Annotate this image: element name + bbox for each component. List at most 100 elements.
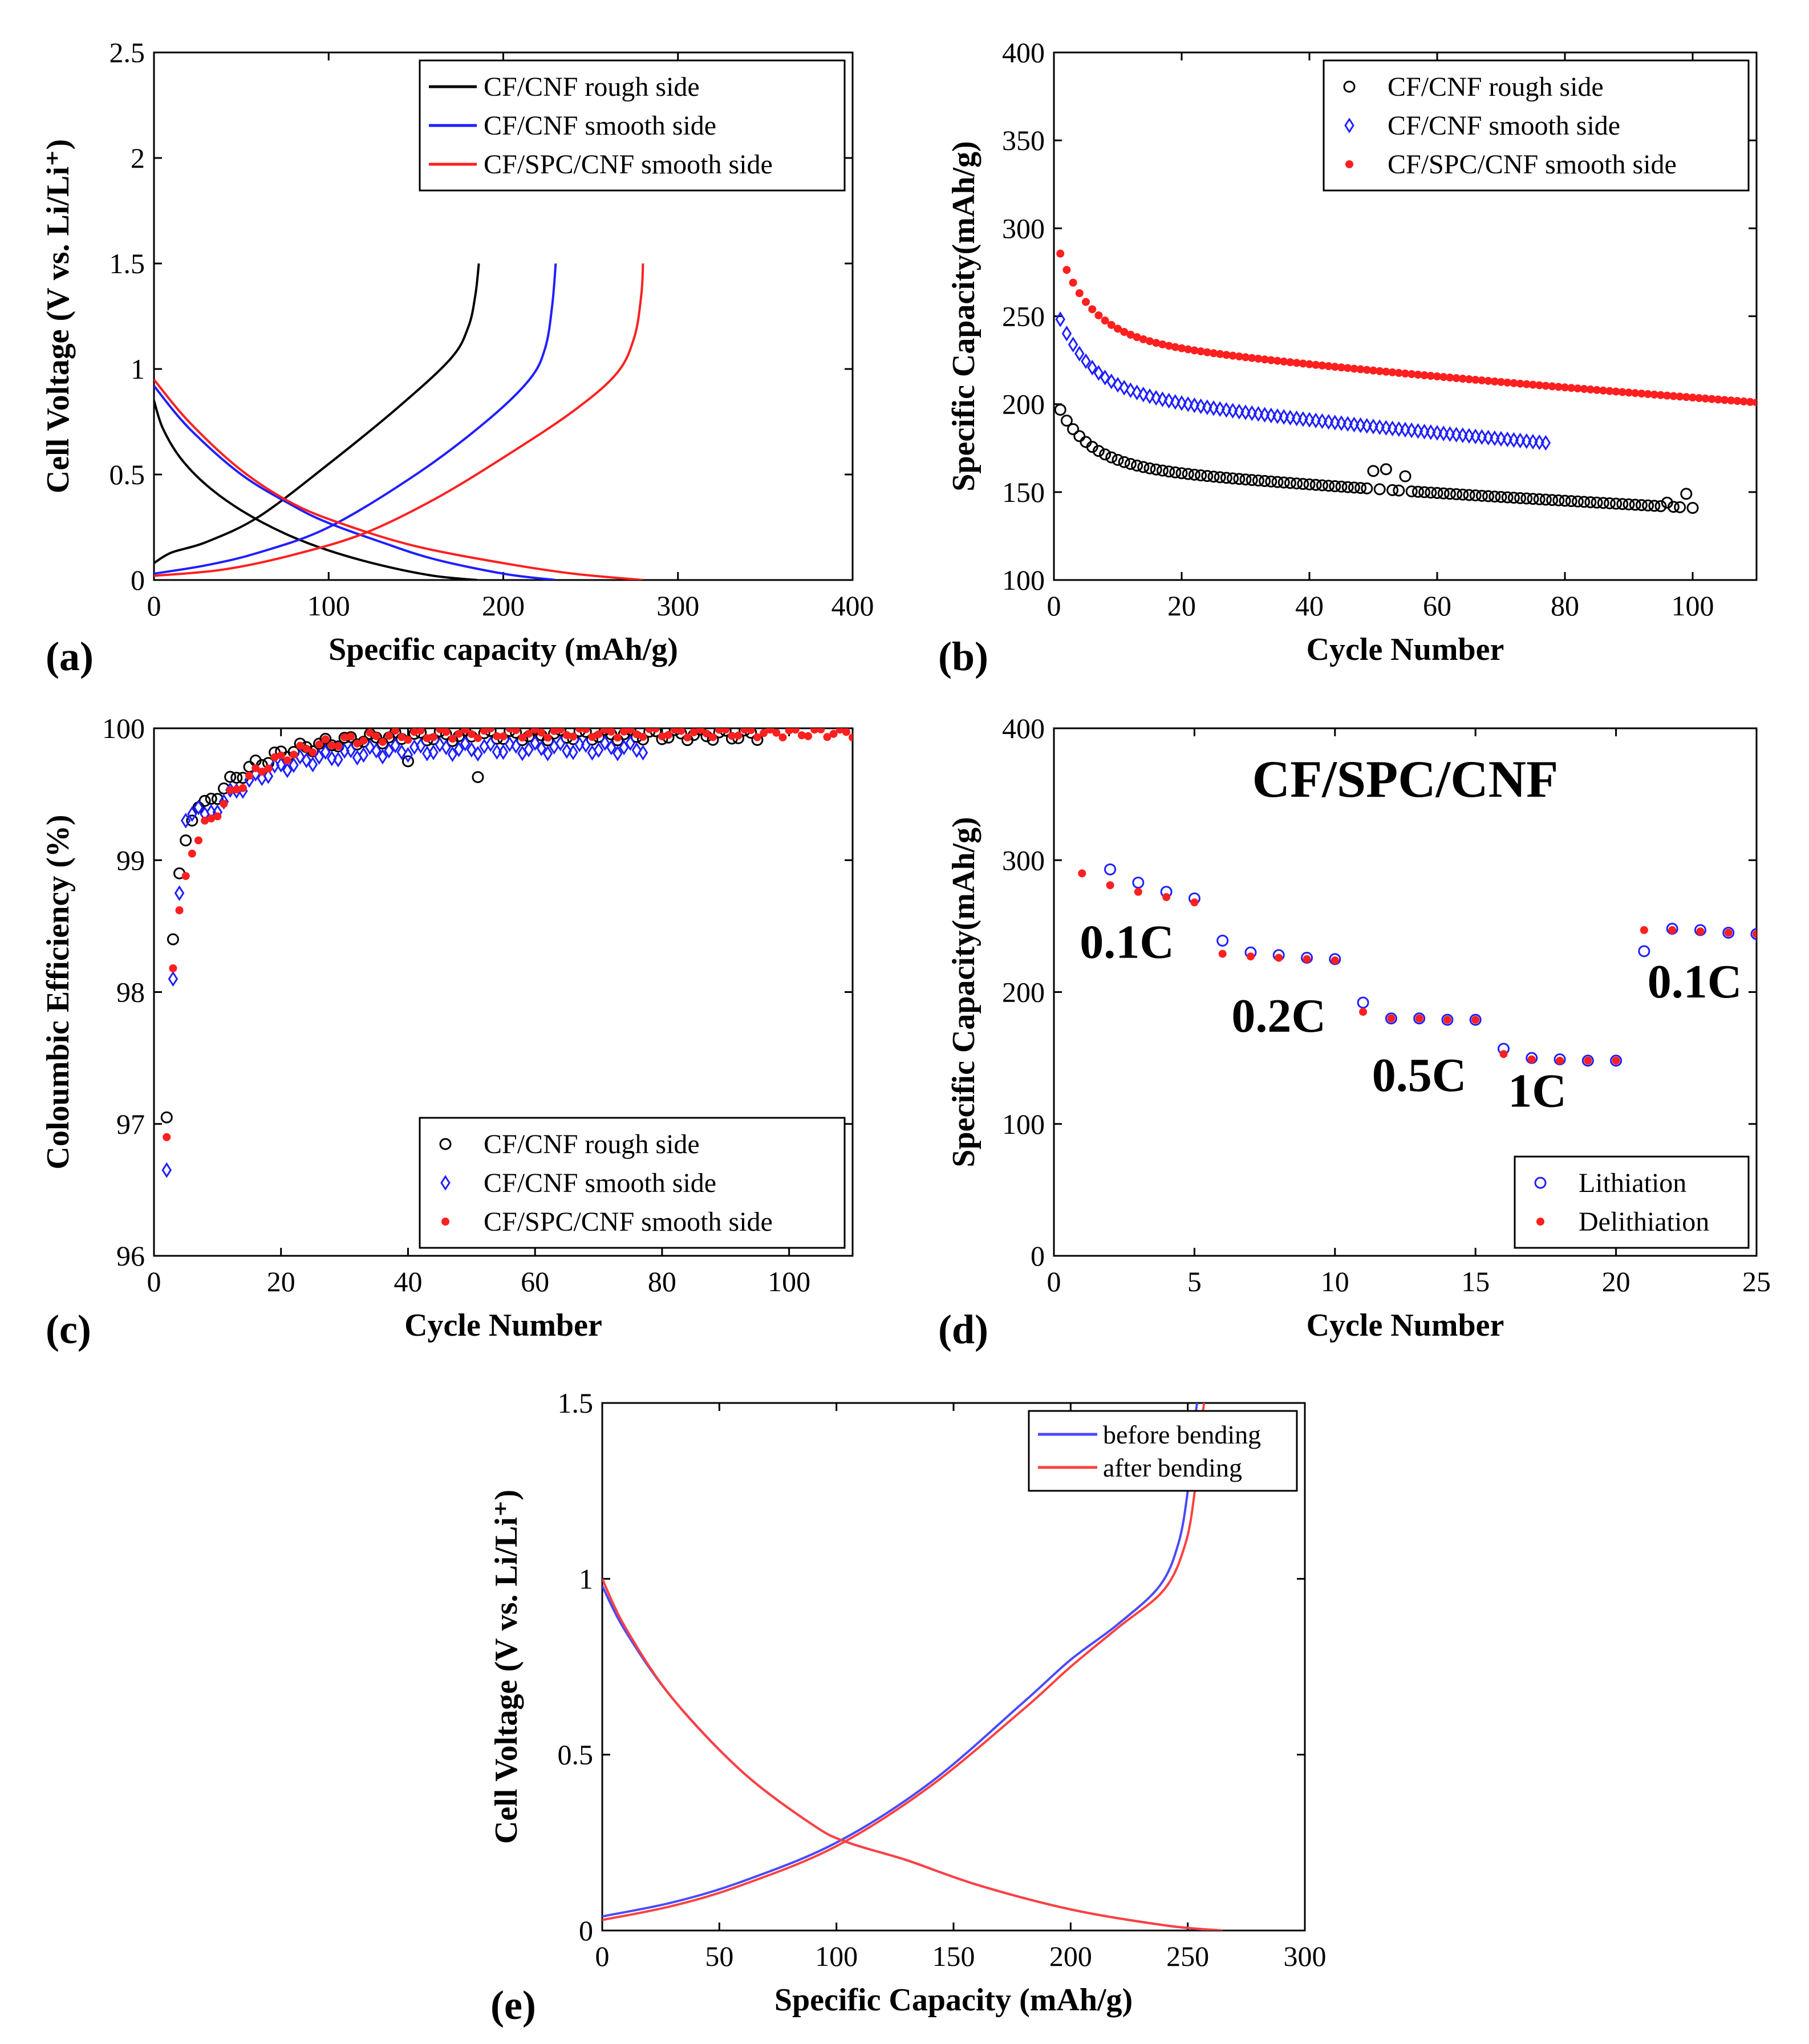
data-point xyxy=(568,744,578,760)
x-tick-label: 20 xyxy=(267,1266,295,1297)
data-point xyxy=(1529,380,1537,389)
y-tick-label: 0 xyxy=(579,1915,593,1946)
chart-c: 0 20 40 60 80 100 96 97 98 99 100 Cycle Number Colou… xyxy=(40,712,854,1352)
data-point xyxy=(327,741,336,749)
data-point xyxy=(1458,427,1468,443)
data-point xyxy=(181,872,190,880)
data-point xyxy=(1490,377,1499,386)
data-point xyxy=(320,744,331,760)
data-point xyxy=(1411,485,1424,498)
data-point xyxy=(1425,486,1437,499)
data-point xyxy=(728,732,736,740)
data-point xyxy=(1471,375,1480,384)
series-cf-cnf-rough-side xyxy=(160,728,764,1124)
data-point xyxy=(453,741,464,757)
data-point xyxy=(1304,412,1315,428)
data-point xyxy=(1413,423,1423,439)
x-axis-label: Cycle Number xyxy=(404,1308,602,1343)
legend-box xyxy=(419,1117,846,1249)
data-point xyxy=(1119,379,1129,396)
data-point xyxy=(1120,327,1129,336)
data-point xyxy=(1406,422,1417,439)
legend: CF/CNF rough side CF/CNF smooth side CF/SP… xyxy=(419,1117,846,1249)
data-point xyxy=(1152,339,1161,347)
data-point xyxy=(1216,934,1229,947)
data-point xyxy=(277,751,285,760)
data-point xyxy=(1361,482,1373,494)
data-point xyxy=(1151,390,1161,406)
x-tick-label: 0 xyxy=(147,590,161,622)
data-point xyxy=(1158,340,1167,348)
x-tick-label: 15 xyxy=(1461,1266,1490,1297)
data-point xyxy=(180,813,191,829)
data-point xyxy=(1443,1016,1451,1024)
data-point xyxy=(849,733,853,742)
data-point xyxy=(1753,930,1757,938)
data-point xyxy=(1239,473,1252,486)
data-point xyxy=(594,730,603,739)
data-point xyxy=(1668,926,1677,934)
data-point xyxy=(1303,955,1311,963)
data-point xyxy=(1329,480,1341,493)
data-point xyxy=(504,736,515,752)
data-point xyxy=(1254,354,1263,363)
data-point xyxy=(1303,478,1316,490)
data-point xyxy=(715,728,724,734)
data-point xyxy=(664,731,673,739)
data-point xyxy=(1275,954,1283,962)
legend-swatch xyxy=(440,1175,451,1191)
discharge-curve xyxy=(154,400,477,580)
data-point xyxy=(1510,379,1518,387)
data-point xyxy=(1578,496,1591,508)
legend-swatch xyxy=(441,1218,449,1226)
data-point xyxy=(1450,488,1463,501)
data-point xyxy=(1387,420,1398,437)
data-point xyxy=(1426,372,1435,380)
data-point xyxy=(1478,376,1486,384)
data-point xyxy=(1100,370,1110,386)
data-point xyxy=(1644,390,1652,398)
panel-label: (b) xyxy=(938,634,988,679)
data-point xyxy=(168,971,179,987)
data-point xyxy=(1439,373,1448,382)
data-point xyxy=(1618,388,1627,396)
data-point xyxy=(1227,472,1239,485)
data-point xyxy=(1335,480,1348,493)
data-point xyxy=(1266,407,1276,424)
data-point xyxy=(556,728,565,734)
data-point xyxy=(760,729,768,737)
data-point xyxy=(588,733,597,741)
x-tick-label: 0 xyxy=(147,1266,161,1297)
data-point xyxy=(1567,384,1576,392)
data-point xyxy=(842,728,850,736)
legend-entry: Delithiation xyxy=(1579,1207,1709,1237)
x-tick-label: 200 xyxy=(1049,1940,1092,1972)
data-point xyxy=(1432,425,1442,441)
data-point xyxy=(1527,493,1539,505)
data-point xyxy=(766,728,774,734)
data-point xyxy=(1112,453,1124,466)
data-point xyxy=(747,728,755,735)
data-point xyxy=(1605,387,1614,395)
y-tick-label: 350 xyxy=(1002,124,1045,156)
data-point xyxy=(689,728,698,737)
data-point xyxy=(1581,1055,1594,1067)
data-point xyxy=(530,735,540,751)
data-point xyxy=(1376,367,1384,375)
data-point xyxy=(1528,433,1538,450)
data-point xyxy=(226,786,234,794)
x-tick-label: 40 xyxy=(394,1266,422,1297)
data-point xyxy=(321,735,330,744)
data-point xyxy=(461,728,469,734)
data-point xyxy=(1394,421,1404,437)
data-point xyxy=(1284,477,1296,489)
data-point xyxy=(1271,476,1284,488)
data-point xyxy=(1056,249,1065,258)
data-point xyxy=(252,764,260,772)
data-point xyxy=(1280,357,1288,366)
data-point xyxy=(1477,429,1487,445)
data-point xyxy=(358,747,369,763)
data-point xyxy=(161,1162,172,1178)
data-point xyxy=(1349,416,1360,433)
